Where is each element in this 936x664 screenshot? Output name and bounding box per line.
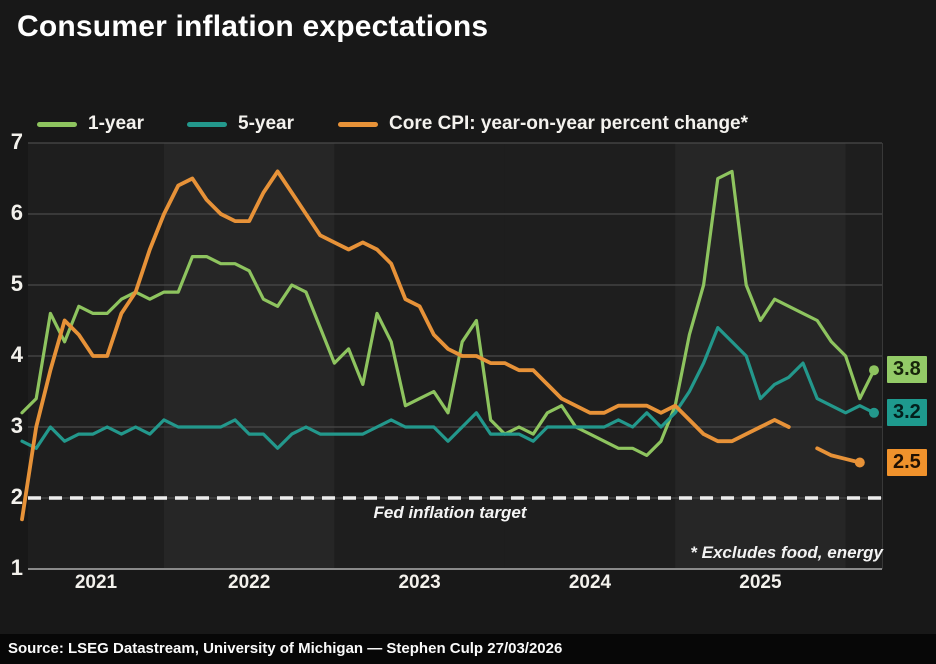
series-line-core-cpi	[20, 169, 791, 522]
fed-inflation-target-label: Fed inflation target	[373, 503, 527, 522]
end-value-label-core-cpi: 2.5	[887, 448, 927, 476]
y-tick-label: 2	[10, 484, 23, 509]
excludes-footnote: * Excludes food, energy	[690, 543, 883, 562]
legend-item-1-year: 1-year	[37, 112, 144, 136]
x-tick-label: 2023	[398, 572, 441, 593]
legend-swatch-1-year-icon	[37, 121, 77, 127]
legend-swatch-core-cpi-icon	[338, 121, 378, 127]
y-tick-label: 5	[10, 271, 23, 296]
legend-label-5-year: 5-year	[238, 113, 294, 134]
x-tick-label: 2025	[739, 572, 782, 593]
series-end-dot-core-cpi	[854, 457, 865, 468]
legend-item-core-cpi: Core CPI: year-on-year percent change*	[338, 112, 748, 136]
end-value-label-1-year: 3.8	[887, 356, 927, 384]
end-value-label-5-year: 3.2	[887, 398, 927, 426]
series-end-dot-1-year	[869, 365, 879, 376]
series-line-core-cpi	[815, 446, 862, 465]
x-tick-label: 2022	[228, 572, 271, 593]
legend-label-core-cpi: Core CPI: year-on-year percent change*	[389, 113, 749, 134]
legend-item-5-year: 5-year	[187, 112, 294, 136]
x-tick-label: 2021	[74, 572, 118, 593]
source-text: Source: LSEG Datastream, University of M…	[8, 640, 563, 657]
series-line-5-year	[20, 326, 876, 450]
y-tick-label: 7	[10, 129, 23, 154]
x-tick-label: 2024	[568, 572, 612, 593]
y-tick-label: 6	[10, 200, 23, 225]
legend-label-1-year: 1-year	[88, 113, 144, 134]
legend-swatch-5-year-icon	[187, 121, 227, 127]
page-title: Consumer inflation expectations	[17, 10, 489, 43]
y-tick-label: 1	[10, 555, 23, 580]
series-end-dot-5-year	[869, 407, 879, 418]
y-tick-label: 3	[10, 413, 23, 438]
y-tick-label: 4	[10, 342, 23, 367]
source-bar: Source: LSEG Datastream, University of M…	[0, 634, 936, 664]
series-line-1-year	[20, 169, 876, 457]
